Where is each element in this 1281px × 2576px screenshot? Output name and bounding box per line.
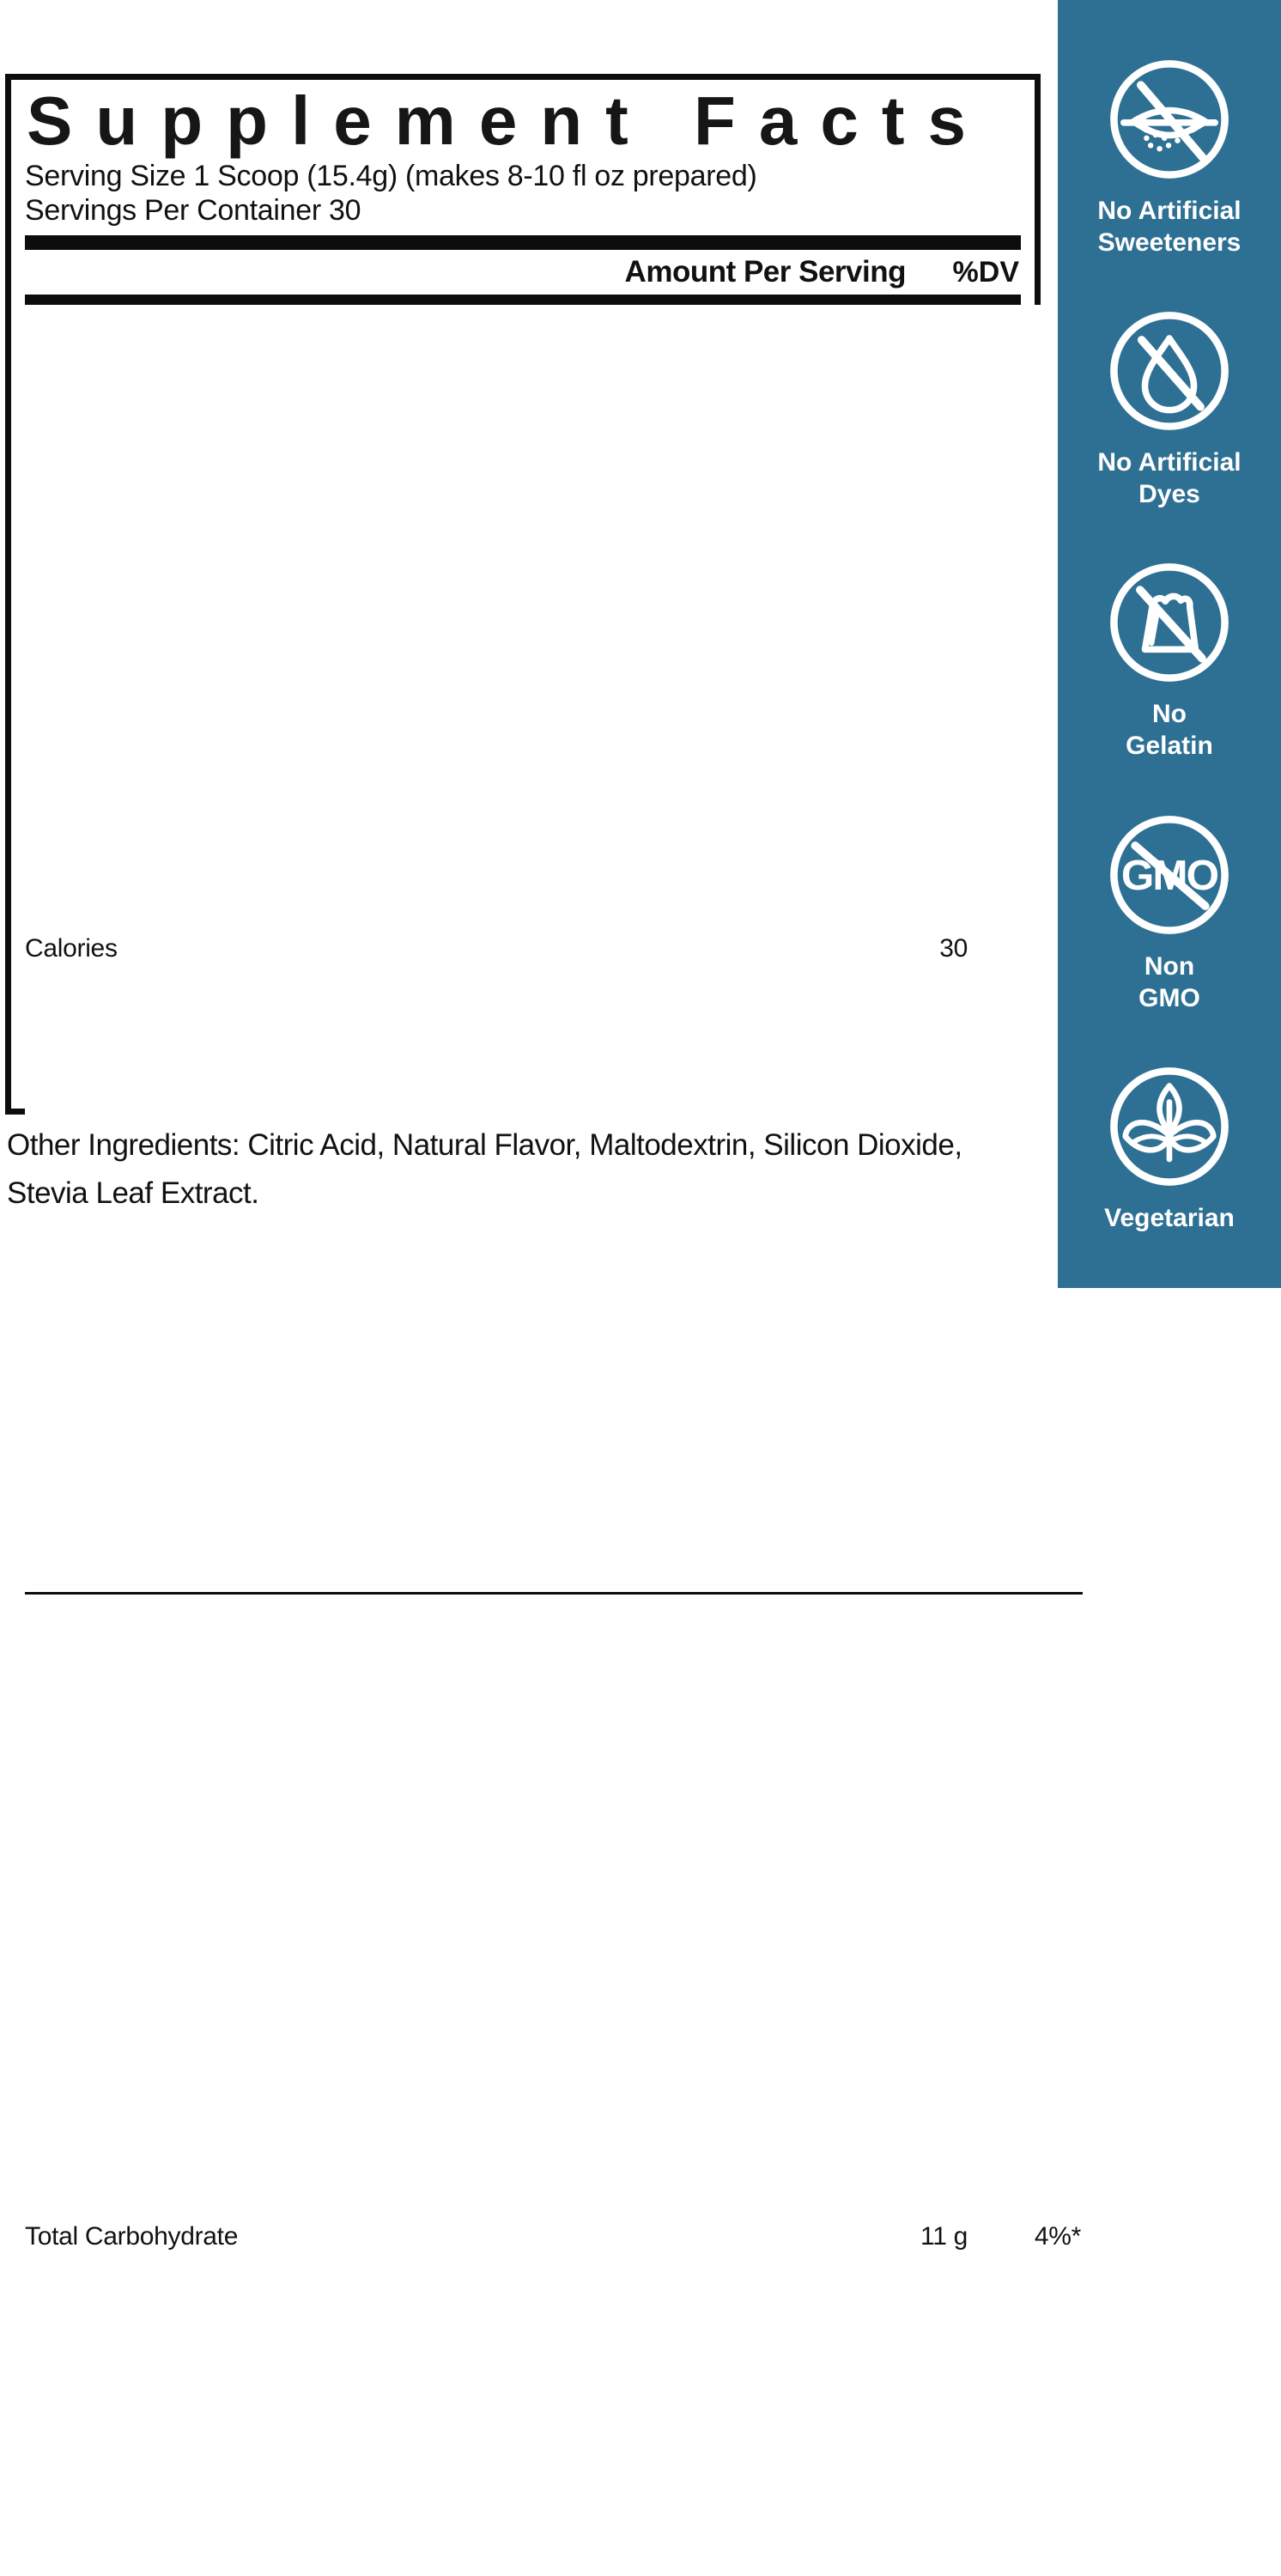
panel-title: Supplement Facts [27,82,990,159]
badge-label-line: No Artificial [1097,197,1242,226]
non-gmo-icon: GMO [1110,815,1229,934]
badge-label-line: Vegetarian [1104,1203,1235,1232]
other-ingredients-text: Other Ingredients: Citric Acid, Natural … [7,1128,962,1210]
divider-bar-header [25,295,1021,305]
badge-label-line: No [1151,700,1187,729]
badge-label: No Gelatin [1126,698,1213,762]
badge-no-gelatin: No Gelatin [1104,557,1235,762]
divider-bar-top [25,235,1021,250]
no-artificial-sweeteners-icon [1110,60,1229,179]
no-artificial-dyes-icon [1110,312,1229,431]
badge-label: Non GMO [1138,951,1200,1014]
nutrient-name: Calories [25,934,118,963]
badge-no-artificial-sweeteners: No Artificial Sweeteners [1097,54,1242,258]
badge-label: No Artificial Sweeteners [1097,195,1241,258]
vegetarian-icon [1110,1066,1229,1186]
badge-label-line: Dyes [1138,480,1200,509]
facts-row: Calories 30 [25,305,1083,1593]
nutrient-dv: 4%* [1034,2222,1081,2251]
badge-non-gmo: GMO Non GMO [1104,810,1235,1014]
badge-vegetarian: Vegetarian [1104,1061,1235,1234]
nutrient-name: Total Carbohydrate [25,2222,239,2251]
badge-label-line: Non [1144,951,1195,981]
supplement-facts-panel: Supplement Facts Serving Size 1 Scoop (1… [5,74,1083,2576]
no-gelatin-icon [1110,563,1229,683]
badge-label-line: GMO [1138,983,1200,1012]
column-headers: Amount Per Serving %DV [25,250,1021,295]
facts-row: Total Carbohydrate 11 g 4%* [25,1592,1083,2576]
badge-label-line: No Artificial [1097,448,1242,477]
badge-label: No Artificial Dyes [1097,447,1241,510]
badge-label-line: Sweeteners [1097,228,1242,258]
badge-sidebar: No Artificial Sweeteners No Artificial D… [1058,0,1281,1288]
column-header-dv: %DV [952,255,1019,289]
column-header-amount: Amount Per Serving [624,255,907,289]
nutrient-amount: 11 g [920,2222,968,2251]
badge-label: Vegetarian [1104,1202,1235,1234]
badge-label-line: Gelatin [1126,732,1213,761]
nutrient-amount: 30 [939,934,968,963]
supplement-label-area: Supplement Facts Serving Size 1 Scoop (1… [0,0,1083,2576]
servings-per-container-text: Servings Per Container 30 [25,194,361,227]
serving-size-text: Serving Size 1 Scoop (15.4g) (makes 8-10… [25,160,757,192]
badge-no-artificial-dyes: No Artificial Dyes [1097,306,1242,510]
